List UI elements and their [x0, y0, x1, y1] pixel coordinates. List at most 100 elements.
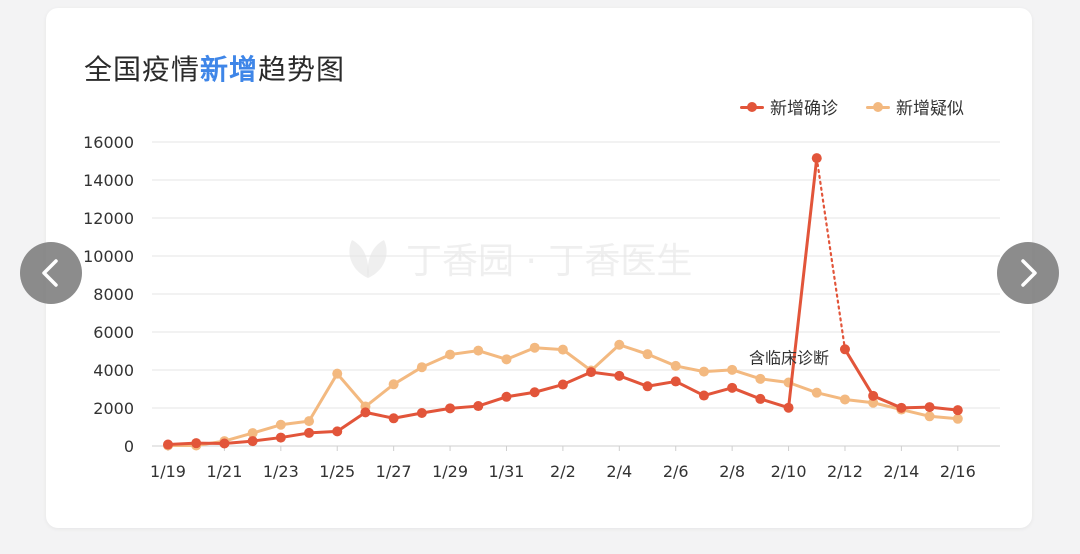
x-tick-label: 2/6 — [663, 462, 689, 481]
data-point-confirmed — [811, 153, 822, 164]
data-point-confirmed — [924, 402, 935, 413]
data-point-confirmed — [755, 393, 766, 404]
data-point-suspected — [614, 339, 625, 350]
data-point-suspected — [670, 360, 681, 371]
data-point-suspected — [755, 373, 766, 384]
y-tick-label: 10000 — [83, 247, 134, 266]
data-point-suspected — [811, 387, 822, 398]
y-tick-label: 4000 — [93, 361, 134, 380]
data-point-confirmed — [783, 402, 794, 413]
series-line-suspected — [363, 382, 396, 409]
data-point-confirmed — [304, 427, 315, 438]
data-point-suspected — [952, 413, 963, 424]
data-point-suspected — [247, 428, 258, 439]
x-tick-label: 2/10 — [771, 462, 807, 481]
x-tick-label: 1/29 — [432, 462, 468, 481]
data-point-confirmed — [247, 436, 258, 447]
data-point-confirmed — [501, 391, 512, 402]
x-tick-label: 2/14 — [883, 462, 919, 481]
x-tick-label: 1/19 — [150, 462, 186, 481]
series-line-suspected — [307, 372, 339, 423]
legend-label-confirmed: 新增确诊 — [770, 99, 838, 119]
title-highlight: 新增 — [200, 53, 259, 86]
series-line-confirmed — [843, 347, 875, 398]
x-tick-label: 1/23 — [263, 462, 299, 481]
data-point-suspected — [839, 394, 850, 405]
chevron-left-icon — [42, 259, 58, 287]
y-tick-label: 16000 — [83, 133, 134, 152]
data-point-suspected — [275, 419, 286, 430]
data-point-confirmed — [839, 344, 850, 355]
series-line-confirmed — [674, 379, 706, 398]
data-point-suspected — [868, 397, 879, 408]
series-line-suspected — [561, 348, 593, 373]
data-point-suspected — [529, 342, 540, 353]
series-line-suspected — [589, 343, 621, 373]
x-tick-label: 2/2 — [550, 462, 576, 481]
x-tick-label: 1/27 — [376, 462, 412, 481]
legend-label-suspected: 新增疑似 — [896, 99, 964, 119]
data-point-confirmed — [360, 407, 371, 418]
legend-marker-confirmed — [740, 100, 764, 114]
prev-button[interactable] — [20, 242, 82, 304]
data-point-confirmed — [416, 407, 427, 418]
y-tick-label: 6000 — [93, 323, 134, 342]
x-tick-label: 2/16 — [940, 462, 976, 481]
data-point-suspected — [304, 416, 315, 427]
data-point-suspected — [416, 362, 427, 373]
series-line-confirmed — [871, 394, 903, 410]
x-tick-label: 2/4 — [606, 462, 632, 481]
data-point-confirmed — [557, 379, 568, 390]
data-point-confirmed — [642, 381, 653, 392]
data-point-suspected — [557, 344, 568, 355]
series-line-suspected — [335, 372, 367, 409]
series-line-suspected — [392, 365, 424, 386]
data-point-suspected — [642, 349, 653, 360]
data-point-confirmed — [219, 438, 230, 449]
legend-marker-suspected — [866, 100, 890, 114]
data-point-confirmed — [896, 402, 907, 413]
series-line-confirmed — [730, 386, 762, 401]
legend-item-confirmed[interactable]: 新增确诊 — [740, 94, 838, 119]
next-button[interactable] — [997, 242, 1059, 304]
y-tick-label: 14000 — [83, 171, 134, 190]
chevron-right-icon — [1021, 259, 1037, 287]
series-line-suspected — [420, 353, 452, 369]
data-point-suspected — [501, 354, 512, 365]
data-point-suspected — [727, 364, 738, 375]
data-point-confirmed — [388, 413, 399, 424]
data-point-suspected — [388, 379, 399, 390]
data-point-confirmed — [163, 439, 173, 450]
x-tick-label: 2/8 — [719, 462, 745, 481]
data-point-confirmed — [670, 376, 681, 387]
chart-card — [46, 8, 1032, 528]
y-tick-label: 2000 — [93, 399, 134, 418]
series-line-confirmed — [787, 156, 819, 410]
data-point-confirmed — [586, 367, 597, 378]
y-tick-label: 0 — [124, 437, 134, 456]
data-point-suspected — [698, 366, 709, 377]
chart-title: 全国疫情新增趋势图 — [84, 48, 345, 88]
data-point-confirmed — [868, 390, 879, 401]
data-point-confirmed — [614, 370, 625, 381]
series-line-confirmed — [335, 410, 367, 433]
data-point-confirmed — [698, 390, 709, 401]
x-tick-label: 1/21 — [206, 462, 242, 481]
data-point-suspected — [473, 345, 484, 356]
data-point-confirmed — [275, 432, 286, 443]
y-tick-label: 12000 — [83, 209, 134, 228]
data-point-confirmed — [332, 426, 343, 437]
data-point-confirmed — [473, 401, 484, 412]
series-line-suspected — [646, 352, 678, 368]
y-tick-label: 8000 — [93, 285, 134, 304]
data-point-suspected — [924, 411, 935, 422]
series-line-confirmed — [561, 370, 593, 387]
x-tick-label: 2/12 — [827, 462, 863, 481]
data-point-confirmed — [445, 403, 456, 414]
data-point-suspected — [445, 349, 456, 360]
x-tick-label: 1/25 — [319, 462, 355, 481]
legend-item-suspected[interactable]: 新增疑似 — [866, 94, 964, 119]
data-point-confirmed — [191, 438, 202, 449]
series-line-confirmed — [617, 374, 650, 388]
data-point-suspected — [332, 368, 343, 379]
